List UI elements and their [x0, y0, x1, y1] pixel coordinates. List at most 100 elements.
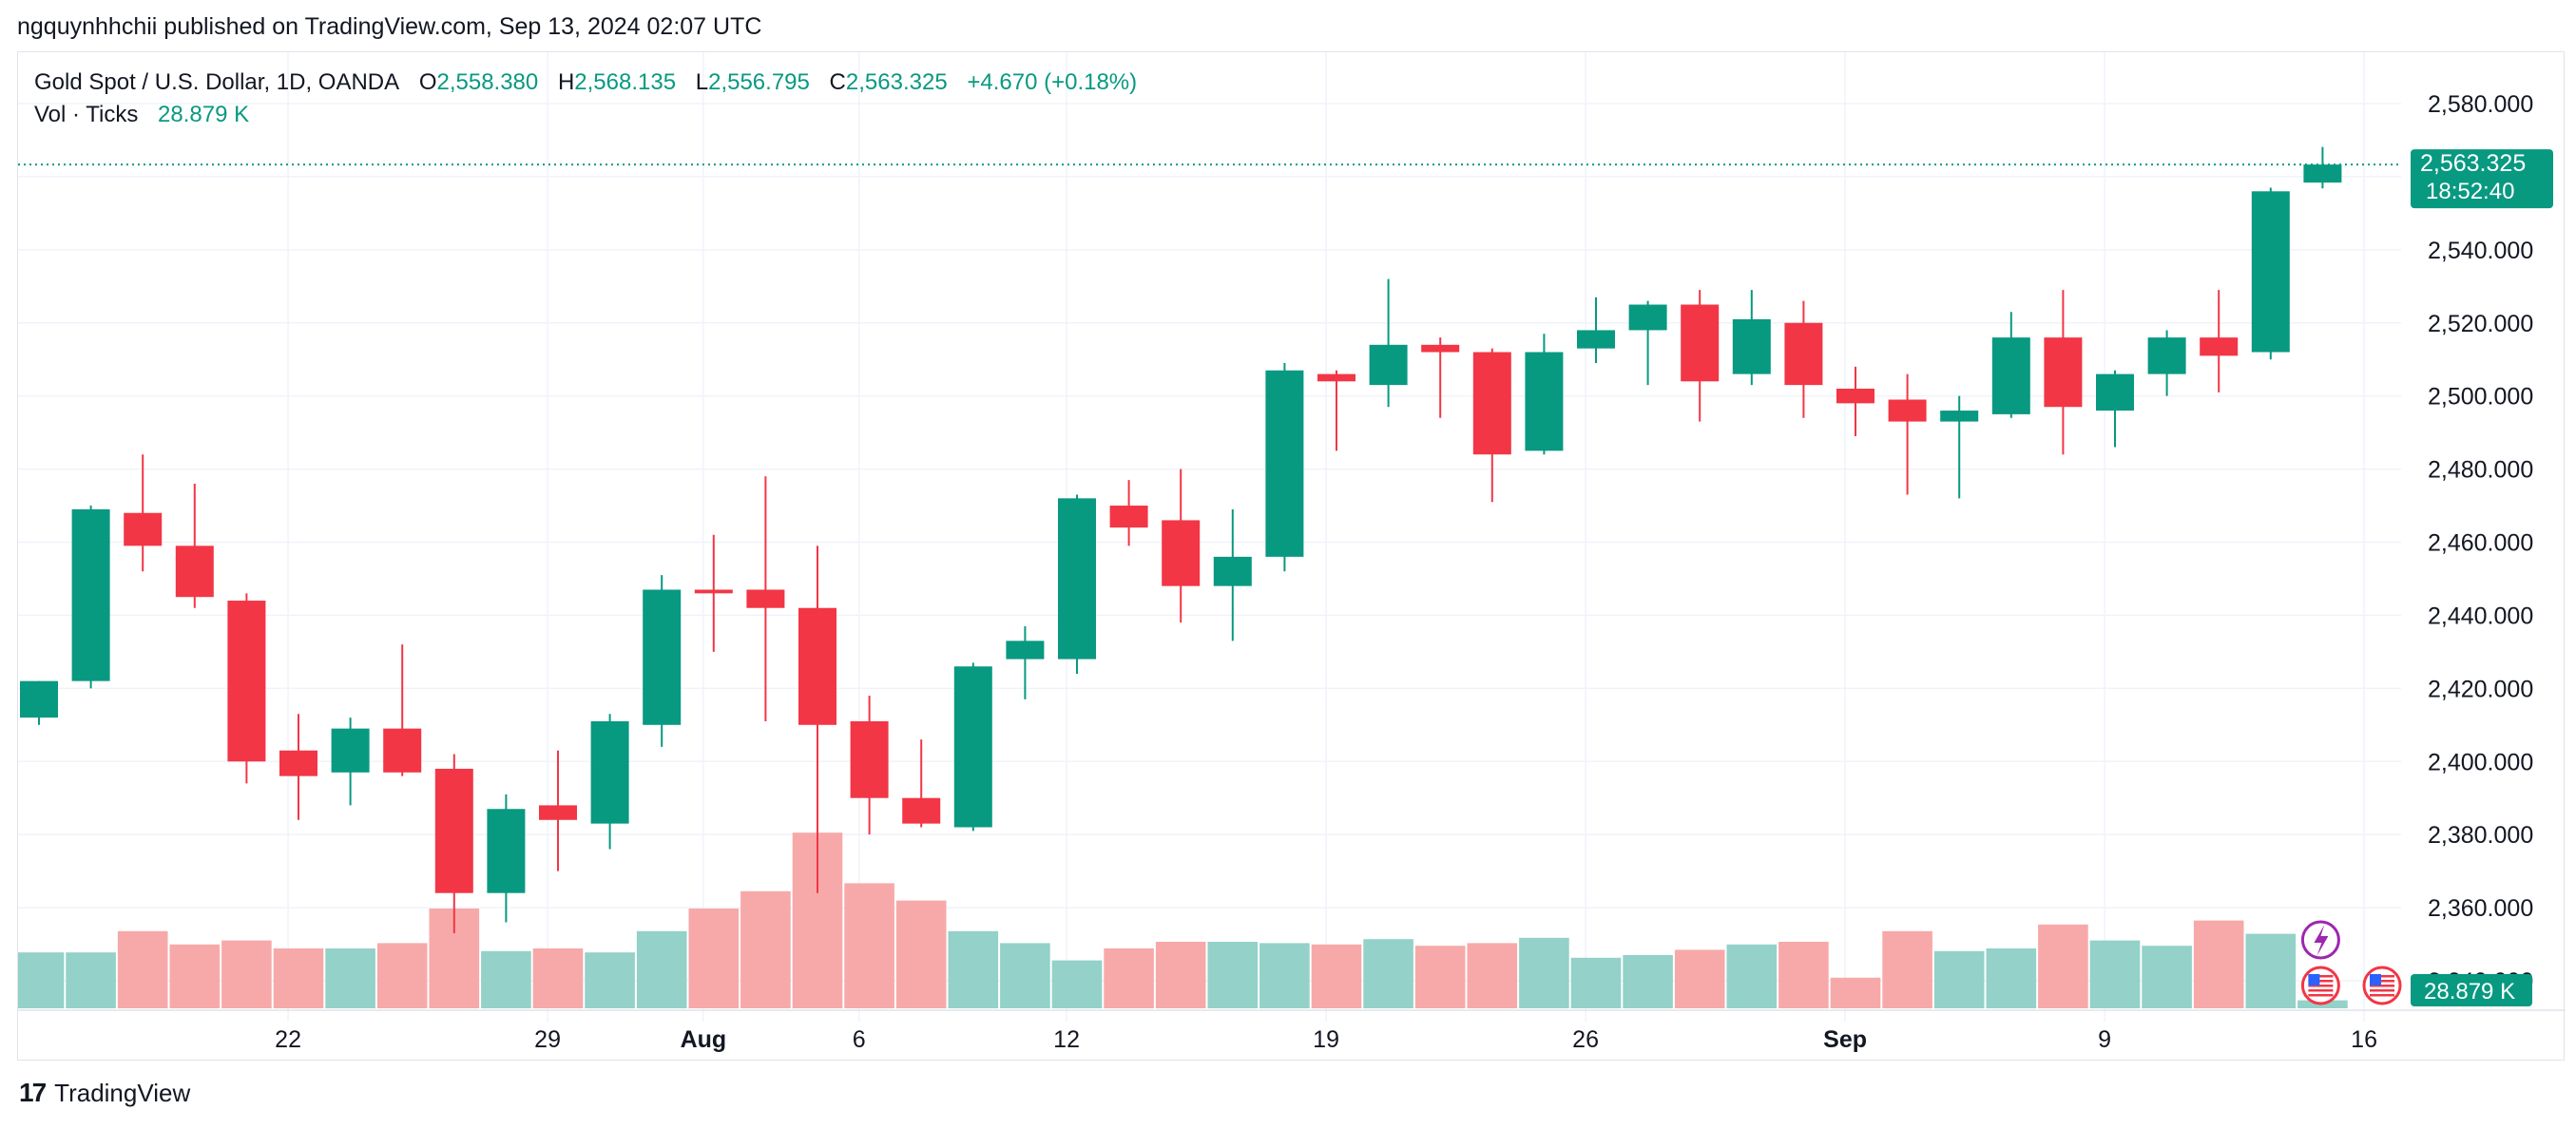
volume-tag — [2411, 974, 2532, 1006]
volume-bar — [1519, 937, 1569, 1008]
x-tick-label: 29 — [534, 1026, 561, 1053]
volume-bar — [18, 952, 65, 1008]
candle-body — [1991, 337, 2030, 414]
x-tick-label: 16 — [2351, 1026, 2377, 1053]
tradingview-logo[interactable]: 17 TradingView — [19, 1078, 190, 1108]
flag-stripe — [2308, 980, 2334, 983]
volume-bar — [844, 883, 894, 1008]
volume-bar — [636, 930, 687, 1008]
candle-body — [746, 589, 785, 608]
candle-body — [2044, 337, 2083, 408]
chart-legend: Gold Spot / U.S. Dollar, 1D, OANDA O2,55… — [34, 67, 1137, 131]
high-value: 2,568.135 — [574, 69, 677, 95]
volume-bar — [688, 909, 740, 1008]
flag-stripe — [2370, 989, 2394, 992]
volume-bar — [1207, 942, 1259, 1008]
candle-body — [2251, 191, 2290, 353]
candle-body — [1317, 373, 1355, 382]
volume-bar — [1363, 939, 1413, 1008]
volume-bar — [221, 940, 272, 1008]
x-tick-label: 12 — [1053, 1026, 1080, 1053]
volume-bar — [585, 952, 635, 1008]
candle-body — [279, 750, 317, 776]
high-label: H — [557, 69, 575, 95]
volume-legend-row: Vol · Ticks 28.879 K — [34, 99, 1137, 131]
volume-bar — [1778, 942, 1829, 1008]
candle-body — [798, 607, 836, 725]
candle-body — [2200, 337, 2239, 356]
candle-body — [1213, 556, 1252, 586]
volume-bar — [117, 930, 168, 1008]
candle-body — [1369, 344, 1408, 386]
y-tick-label: 2,420.000 — [2428, 676, 2533, 702]
volume-bar — [1467, 943, 1518, 1008]
candle-body — [643, 589, 682, 725]
candle-body — [1265, 370, 1304, 557]
candle-body — [902, 797, 941, 824]
volume-bar — [376, 943, 428, 1008]
candle-body — [2147, 337, 2186, 374]
flag-stripe — [2370, 980, 2394, 983]
flag-stripe — [2308, 985, 2334, 987]
low-value: 2,556.795 — [708, 69, 810, 95]
volume-bar — [1155, 942, 1206, 1008]
volume-bar — [1311, 944, 1362, 1008]
volume-bar — [1674, 949, 1725, 1008]
candle-body — [1940, 411, 1979, 422]
open-value: 2,558.380 — [436, 69, 539, 95]
volume-bar — [1933, 950, 1985, 1008]
event-icons — [2300, 920, 2402, 1005]
tradingview-brand: TradingView — [54, 1078, 191, 1107]
x-tick-label: 22 — [275, 1026, 301, 1053]
y-tick-label: 2,360.000 — [2428, 895, 2533, 922]
flag-stripe — [2370, 985, 2394, 987]
close-value: 2,563.325 — [845, 69, 948, 95]
y-tick-label: 2,540.000 — [2428, 238, 2533, 264]
flag-stripe — [2370, 994, 2394, 997]
change-value: +4.670 (+0.18%) — [967, 69, 1138, 95]
candle-body — [383, 728, 422, 773]
flag-canton — [2370, 974, 2381, 985]
candle-body — [175, 545, 214, 598]
last-price-tag-countdown: 18:52:40 — [2426, 179, 2514, 204]
candle-body — [1836, 388, 1874, 404]
volume-bar — [2142, 946, 2192, 1008]
x-tick-label: Aug — [681, 1026, 727, 1053]
close-label: C — [829, 69, 846, 95]
candle-body — [1888, 399, 1927, 422]
time-axis: 152229Aug6121926Sep916 — [275, 1026, 2377, 1053]
x-tick-label: 9 — [2098, 1026, 2111, 1053]
volume-bar — [481, 950, 531, 1008]
candle-body — [850, 720, 889, 798]
candle-body — [487, 809, 526, 893]
volume-bar — [273, 948, 324, 1008]
candle-body — [1109, 506, 1148, 528]
volume-bar — [169, 944, 221, 1008]
y-tick-label: 2,440.000 — [2428, 603, 2533, 629]
volume-bar — [740, 890, 791, 1008]
open-label: O — [418, 69, 437, 95]
y-tick-label: 2,580.000 — [2428, 91, 2533, 118]
candle-body — [1472, 352, 1511, 455]
y-tick-label: 2,380.000 — [2428, 822, 2533, 849]
candlestick-chart[interactable]: 2,340.0002,360.0002,380.0002,400.0002,42… — [18, 52, 2566, 1062]
volume-label: Vol · Ticks — [34, 102, 139, 127]
volume-bar — [1986, 948, 2037, 1008]
candle-body — [953, 666, 992, 828]
last-price-tag-price: 2,563.325 — [2420, 150, 2526, 177]
chart-frame[interactable]: 2,340.0002,360.0002,380.0002,400.0002,42… — [17, 51, 2566, 1062]
candle-body — [1577, 330, 1615, 349]
symbol-title: Gold Spot / U.S. Dollar, 1D, OANDA — [34, 69, 400, 95]
volume-bar — [1882, 930, 1932, 1008]
ohlc-legend-row: Gold Spot / U.S. Dollar, 1D, OANDA O2,55… — [34, 67, 1137, 99]
volume-bar — [2038, 924, 2088, 1008]
y-tick-label: 2,460.000 — [2428, 530, 2533, 557]
candle-body — [1058, 498, 1096, 660]
flag-stripe — [2308, 989, 2334, 992]
candle-body — [20, 680, 58, 718]
candle-body — [1732, 318, 1771, 374]
tradingview-logo-icon: 17 — [19, 1078, 47, 1107]
candle-body — [331, 728, 370, 773]
volume-bar — [2245, 933, 2297, 1008]
